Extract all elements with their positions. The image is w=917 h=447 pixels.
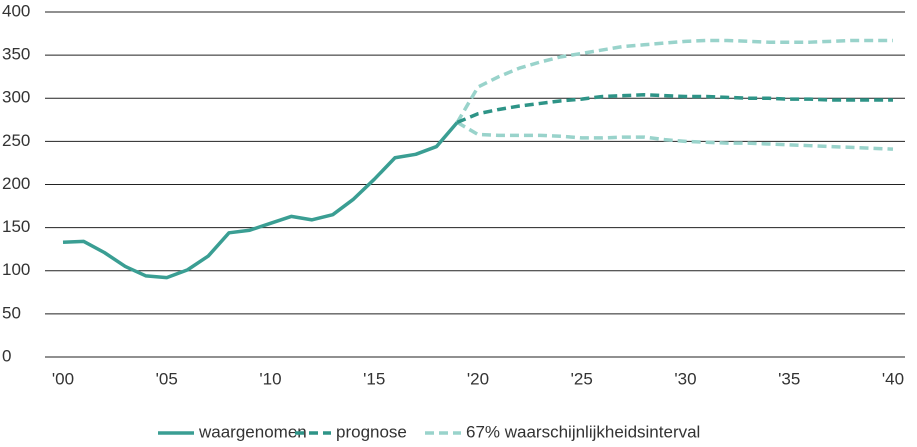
y-tick-label: 50 [2,303,21,322]
y-tick-label: 400 [2,1,30,20]
series-line [456,120,894,151]
y-tick-label: 0 [2,346,11,365]
y-tick-label: 150 [2,217,30,236]
x-tick-label: '15 [363,369,385,388]
y-tick-label: 350 [2,45,30,64]
series-line [455,38,893,124]
y-tick-label: 200 [2,174,30,193]
x-tick-label: '25 [571,369,593,388]
y-tick-label: 100 [2,260,30,279]
legend-label: 67% waarschijnlijkheidsinterval [466,422,700,441]
y-tick-label: 300 [2,88,30,107]
x-tick-label: '00 [52,369,74,388]
legend-label: waargenomen [198,422,307,441]
x-tick-label: '20 [467,369,489,388]
x-tick-label: '35 [778,369,800,388]
x-tick-label: '40 [882,369,904,388]
series-line [456,93,893,125]
series-line [62,121,459,280]
x-tick-label: '05 [156,369,178,388]
y-tick-label: 250 [2,131,30,150]
legend-label: prognose [336,422,407,441]
x-tick-label: '30 [674,369,696,388]
x-tick-label: '10 [259,369,281,388]
